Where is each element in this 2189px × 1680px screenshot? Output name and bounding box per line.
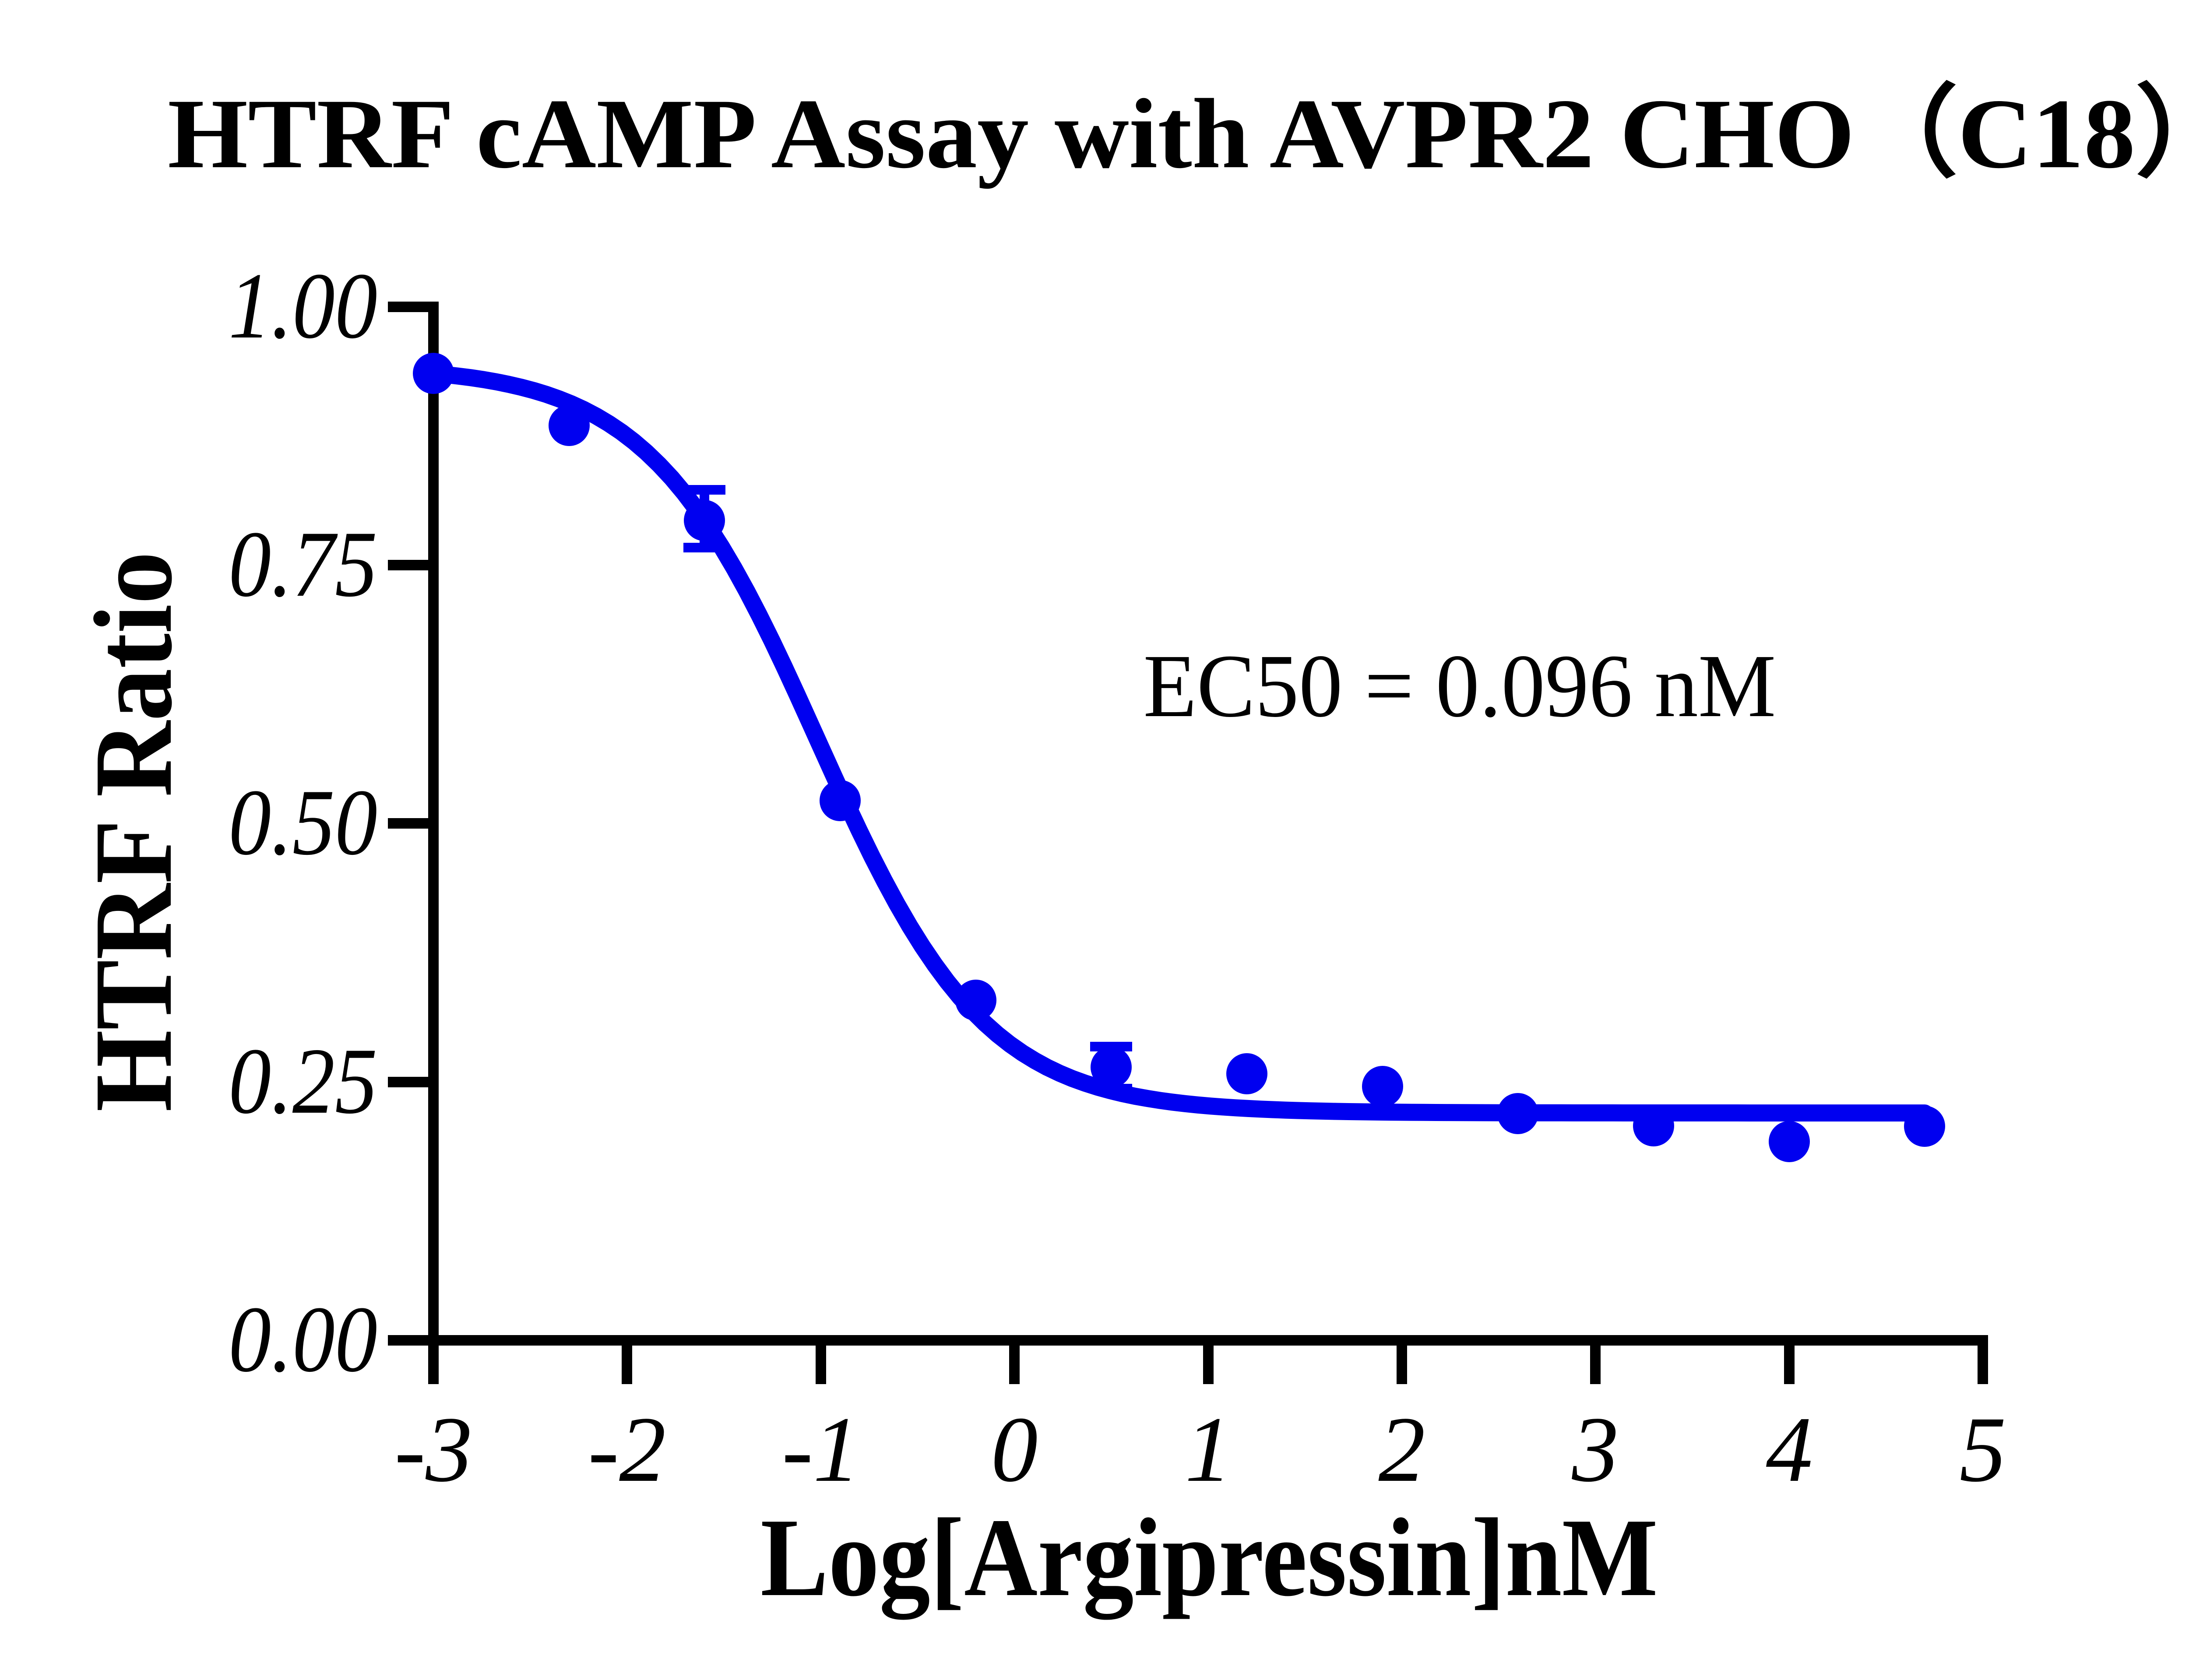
svg-text:2: 2 [1379,1398,1425,1501]
svg-text:0.50: 0.50 [229,770,377,875]
svg-text:0.25: 0.25 [229,1029,377,1133]
svg-text:0.75: 0.75 [229,512,377,616]
svg-text:1: 1 [1185,1398,1232,1501]
svg-text:0.00: 0.00 [229,1287,377,1392]
svg-text:0: 0 [991,1398,1038,1501]
svg-text:-3: -3 [394,1398,472,1501]
svg-text:4: 4 [1766,1398,1813,1501]
svg-text:3: 3 [1572,1398,1619,1501]
svg-text:Log[Argipressin]nM: Log[Argipressin]nM [760,1496,1658,1620]
svg-text:-1: -1 [782,1398,860,1501]
svg-text:1.00: 1.00 [229,253,377,358]
svg-text:HTRF cAMP Assay with AVPR2 CHO: HTRF cAMP Assay with AVPR2 CHO（C18） [168,79,2189,189]
svg-text:EC50 = 0.096 nM: EC50 = 0.096 nM [1144,636,1776,736]
svg-text:5: 5 [1960,1398,2006,1501]
svg-text:HTRF Ratio: HTRF Ratio [72,552,195,1112]
svg-text:-2: -2 [588,1398,666,1501]
